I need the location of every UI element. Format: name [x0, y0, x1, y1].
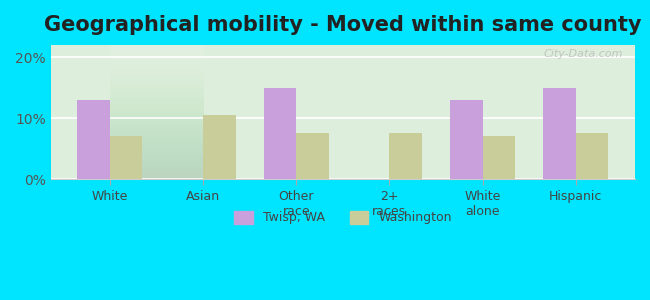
Bar	[482, 136, 515, 179]
Bar	[450, 100, 482, 179]
Bar	[389, 134, 422, 179]
Bar	[77, 100, 110, 179]
Title: Geographical mobility - Moved within same county: Geographical mobility - Moved within sam…	[44, 15, 642, 35]
Bar	[264, 88, 296, 179]
Bar	[543, 88, 576, 179]
Bar	[110, 136, 142, 179]
Bar	[576, 134, 608, 179]
Bar	[296, 134, 329, 179]
Text: City-Data.com: City-Data.com	[544, 49, 623, 59]
Legend: Twisp, WA, Washington: Twisp, WA, Washington	[229, 206, 457, 230]
Bar	[203, 115, 235, 179]
